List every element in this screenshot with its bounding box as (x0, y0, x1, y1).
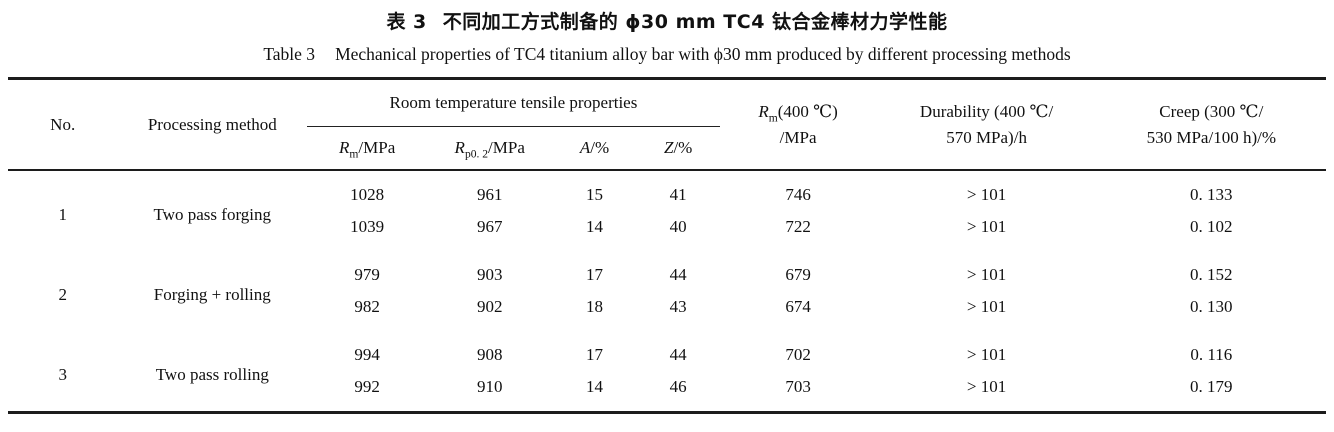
cell-a: 17 (585, 265, 603, 284)
col-header-durability-line1: Durability (400 ℃/ (919, 101, 1054, 121)
table-row: 1039 967 14 40 722 > 101 0. 102 (8, 211, 1326, 251)
cell-no: 2 (58, 285, 67, 304)
cell-z: 46 (669, 377, 687, 396)
cell-rm400: 702 (785, 345, 811, 364)
table-body: 1 Two pass forging 1028 961 15 41 746 > … (8, 169, 1326, 411)
cell-creep: 0. 133 (1096, 169, 1326, 211)
cell-rm: 992 (354, 377, 380, 396)
col-header-rp02: Rp0. 2/MPa (454, 138, 525, 161)
cell-rm: 982 (354, 297, 380, 316)
cell-a: 14 (585, 377, 603, 396)
table-title-en-text: Mechanical properties of TC4 titanium al… (335, 44, 1071, 64)
cell-rm: 994 (354, 345, 380, 364)
table-title-zh: 表 3 不同加工方式制备的 ϕ30 mm TC4 钛合金棒材力学性能 (0, 7, 1334, 37)
col-header-rm-400-line2: /MPa (779, 127, 817, 147)
table-title-en: Table 3 Mechanical properties of TC4 tita… (0, 37, 1334, 71)
cell-rp02: 910 (476, 377, 503, 396)
cell-creep: 0. 102 (1190, 217, 1233, 236)
cell-a: 18 (585, 297, 603, 316)
cell-z: 43 (669, 297, 687, 316)
table-row: 2 Forging + rolling 979 903 17 44 679 > … (8, 251, 1326, 304)
col-header-rm-400-line1: Rm(400 ℃) (758, 101, 838, 124)
cell-rp02: 908 (476, 345, 503, 364)
cell-no: 1 (8, 169, 118, 251)
col-group-header-room-temp: Room temperature tensile properties (307, 80, 720, 127)
cell-processing-method: Forging + rolling (153, 285, 271, 304)
cell-processing-method: Two pass forging (117, 169, 308, 251)
cell-durability: > 101 (876, 169, 1097, 211)
col-header-durability-line2: 570 MPa)/h (946, 127, 1027, 147)
cell-durability: > 101 (966, 297, 1007, 316)
header-row-2: Rm/MPa Rp0. 2/MPa A/% Z/% (8, 127, 1326, 171)
cell-a: 14 (585, 217, 603, 236)
cell-rp02: 967 (476, 217, 503, 236)
cell-rm400: 674 (785, 297, 811, 316)
col-header-z: Z/% (663, 138, 693, 157)
table-number-en: Table 3 (263, 44, 316, 64)
cell-creep: 0. 130 (1190, 297, 1233, 316)
cell-z: 40 (669, 217, 687, 236)
header-row-1: No. Processing method Room temperature t… (8, 80, 1326, 147)
cell-rm400: 722 (785, 217, 811, 236)
cell-z: 44 (669, 345, 687, 364)
table-row: 992 910 14 46 703 > 101 0. 179 (8, 371, 1326, 411)
cell-rp02: 961 (427, 169, 553, 211)
cell-rm: 1039 (350, 217, 385, 236)
cell-durability: > 101 (966, 377, 1007, 396)
col-header-a: A/% (579, 138, 610, 157)
cell-creep: 0. 152 (1190, 265, 1233, 284)
cell-durability: > 101 (966, 345, 1007, 364)
table-rules-frame: No. Processing method Room temperature t… (8, 77, 1326, 414)
cell-durability: > 101 (966, 217, 1007, 236)
cell-durability: > 101 (966, 265, 1007, 284)
cell-rm400: 746 (719, 169, 877, 211)
cell-z: 41 (636, 169, 720, 211)
table-row: 1 Two pass forging 1028 961 15 41 746 > … (8, 169, 1326, 251)
col-header-rm: Rm/MPa (339, 138, 396, 161)
table-header: No. Processing method Room temperature t… (8, 80, 1326, 170)
table-row: 3 Two pass rolling 994 908 17 44 702 > 1… (8, 331, 1326, 384)
cell-no: 3 (58, 365, 67, 384)
col-header-durability: Durability (400 ℃/ 570 MPa)/h (877, 80, 1097, 170)
col-header-creep-line1: Creep (300 ℃/ (1159, 101, 1264, 121)
cell-z: 44 (669, 265, 687, 284)
cell-creep: 0. 179 (1190, 377, 1233, 396)
cell-processing-method: Two pass rolling (155, 365, 269, 384)
cell-creep: 0. 116 (1190, 345, 1233, 364)
cell-rm400: 679 (785, 265, 811, 284)
table-caption-block: 表 3 不同加工方式制备的 ϕ30 mm TC4 钛合金棒材力学性能 Table … (0, 0, 1334, 71)
cell-a: 15 (552, 169, 637, 211)
col-header-creep: Creep (300 ℃/ 530 MPa/100 h)/% (1097, 80, 1326, 170)
col-header-creep-line2: 530 MPa/100 h)/% (1146, 127, 1276, 147)
table-row: 982 902 18 43 674 > 101 0. 130 (8, 291, 1326, 331)
cell-rp02: 903 (476, 265, 503, 284)
col-header-rm-400: Rm(400 ℃) /MPa (720, 80, 877, 170)
table-title-zh-text: 不同加工方式制备的 ϕ30 mm TC4 钛合金棒材力学性能 (442, 11, 948, 33)
cell-rm: 1028 (307, 169, 428, 211)
mechanical-properties-table: No. Processing method Room temperature t… (8, 80, 1326, 411)
cell-a: 17 (585, 345, 603, 364)
table-number-zh: 表 3 (386, 11, 427, 33)
cell-rm400: 703 (785, 377, 811, 396)
col-header-no: No. (50, 114, 76, 134)
cell-rp02: 902 (476, 297, 503, 316)
col-header-processing-method: Processing method (147, 114, 277, 134)
cell-rm: 979 (354, 265, 380, 284)
